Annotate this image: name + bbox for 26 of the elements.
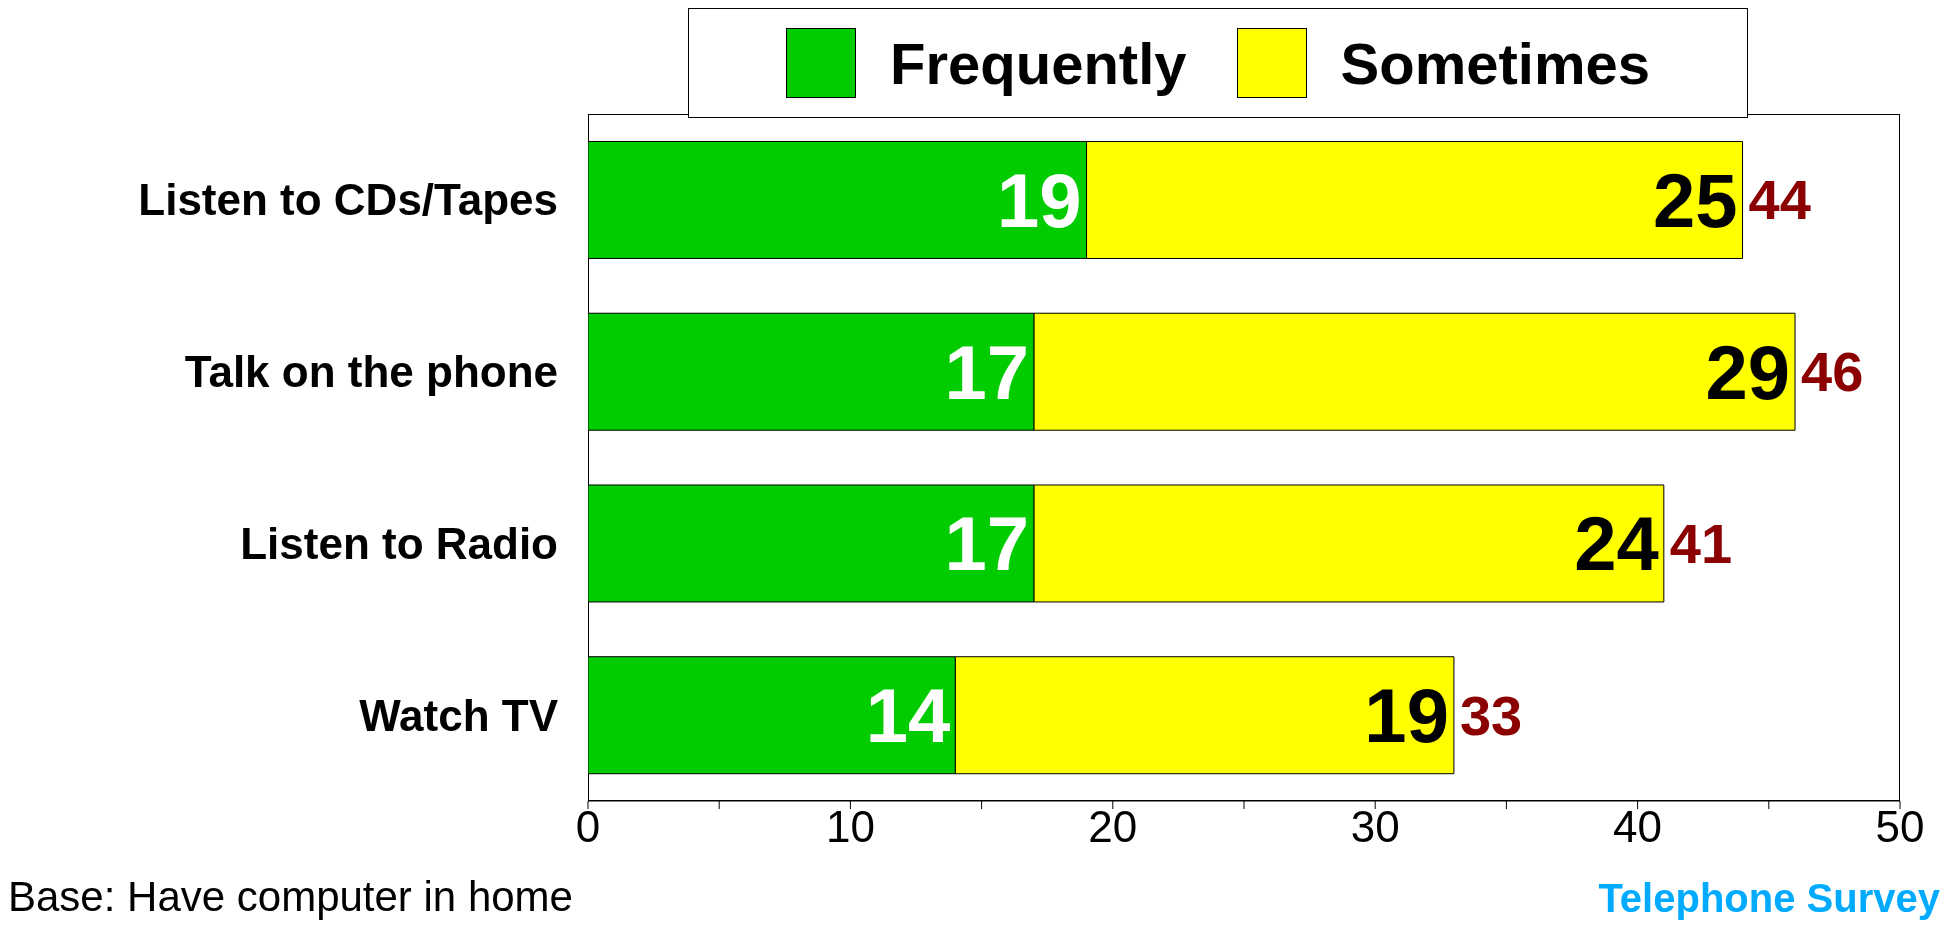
total-label: 46 [1801, 340, 1864, 404]
legend-label: Sometimes [1340, 29, 1650, 97]
data-label: 14 [865, 673, 951, 759]
x-tick-label: 20 [1088, 802, 1138, 852]
y-tick-label: Talk on the phone [184, 347, 558, 397]
data-label: 24 [1574, 501, 1659, 587]
x-tick-label: 10 [825, 802, 875, 852]
legend-label: Frequently [890, 29, 1187, 97]
data-label: 17 [944, 329, 1030, 415]
y-tick-label: Listen to Radio [240, 518, 558, 568]
total-label: 44 [1748, 168, 1811, 232]
text: Base: Have computer in home [8, 873, 573, 921]
data-label: 29 [1705, 329, 1791, 415]
text: Telephone Survey [1598, 876, 1940, 921]
total-label: 41 [1669, 511, 1733, 575]
y-tick-label: Watch TV [359, 690, 559, 740]
x-tick-label: 30 [1350, 802, 1400, 852]
x-tick-label: 40 [1613, 802, 1663, 852]
data-label: 25 [1653, 157, 1738, 243]
data-label: 17 [944, 501, 1030, 587]
y-tick-label: Listen to CDs/Tapes [138, 175, 558, 225]
x-tick-label: 0 [575, 802, 601, 852]
total-label: 33 [1459, 683, 1523, 747]
x-tick-label: 50 [1875, 802, 1925, 852]
data-label: 19 [1364, 673, 1449, 759]
data-label: 19 [997, 157, 1082, 243]
